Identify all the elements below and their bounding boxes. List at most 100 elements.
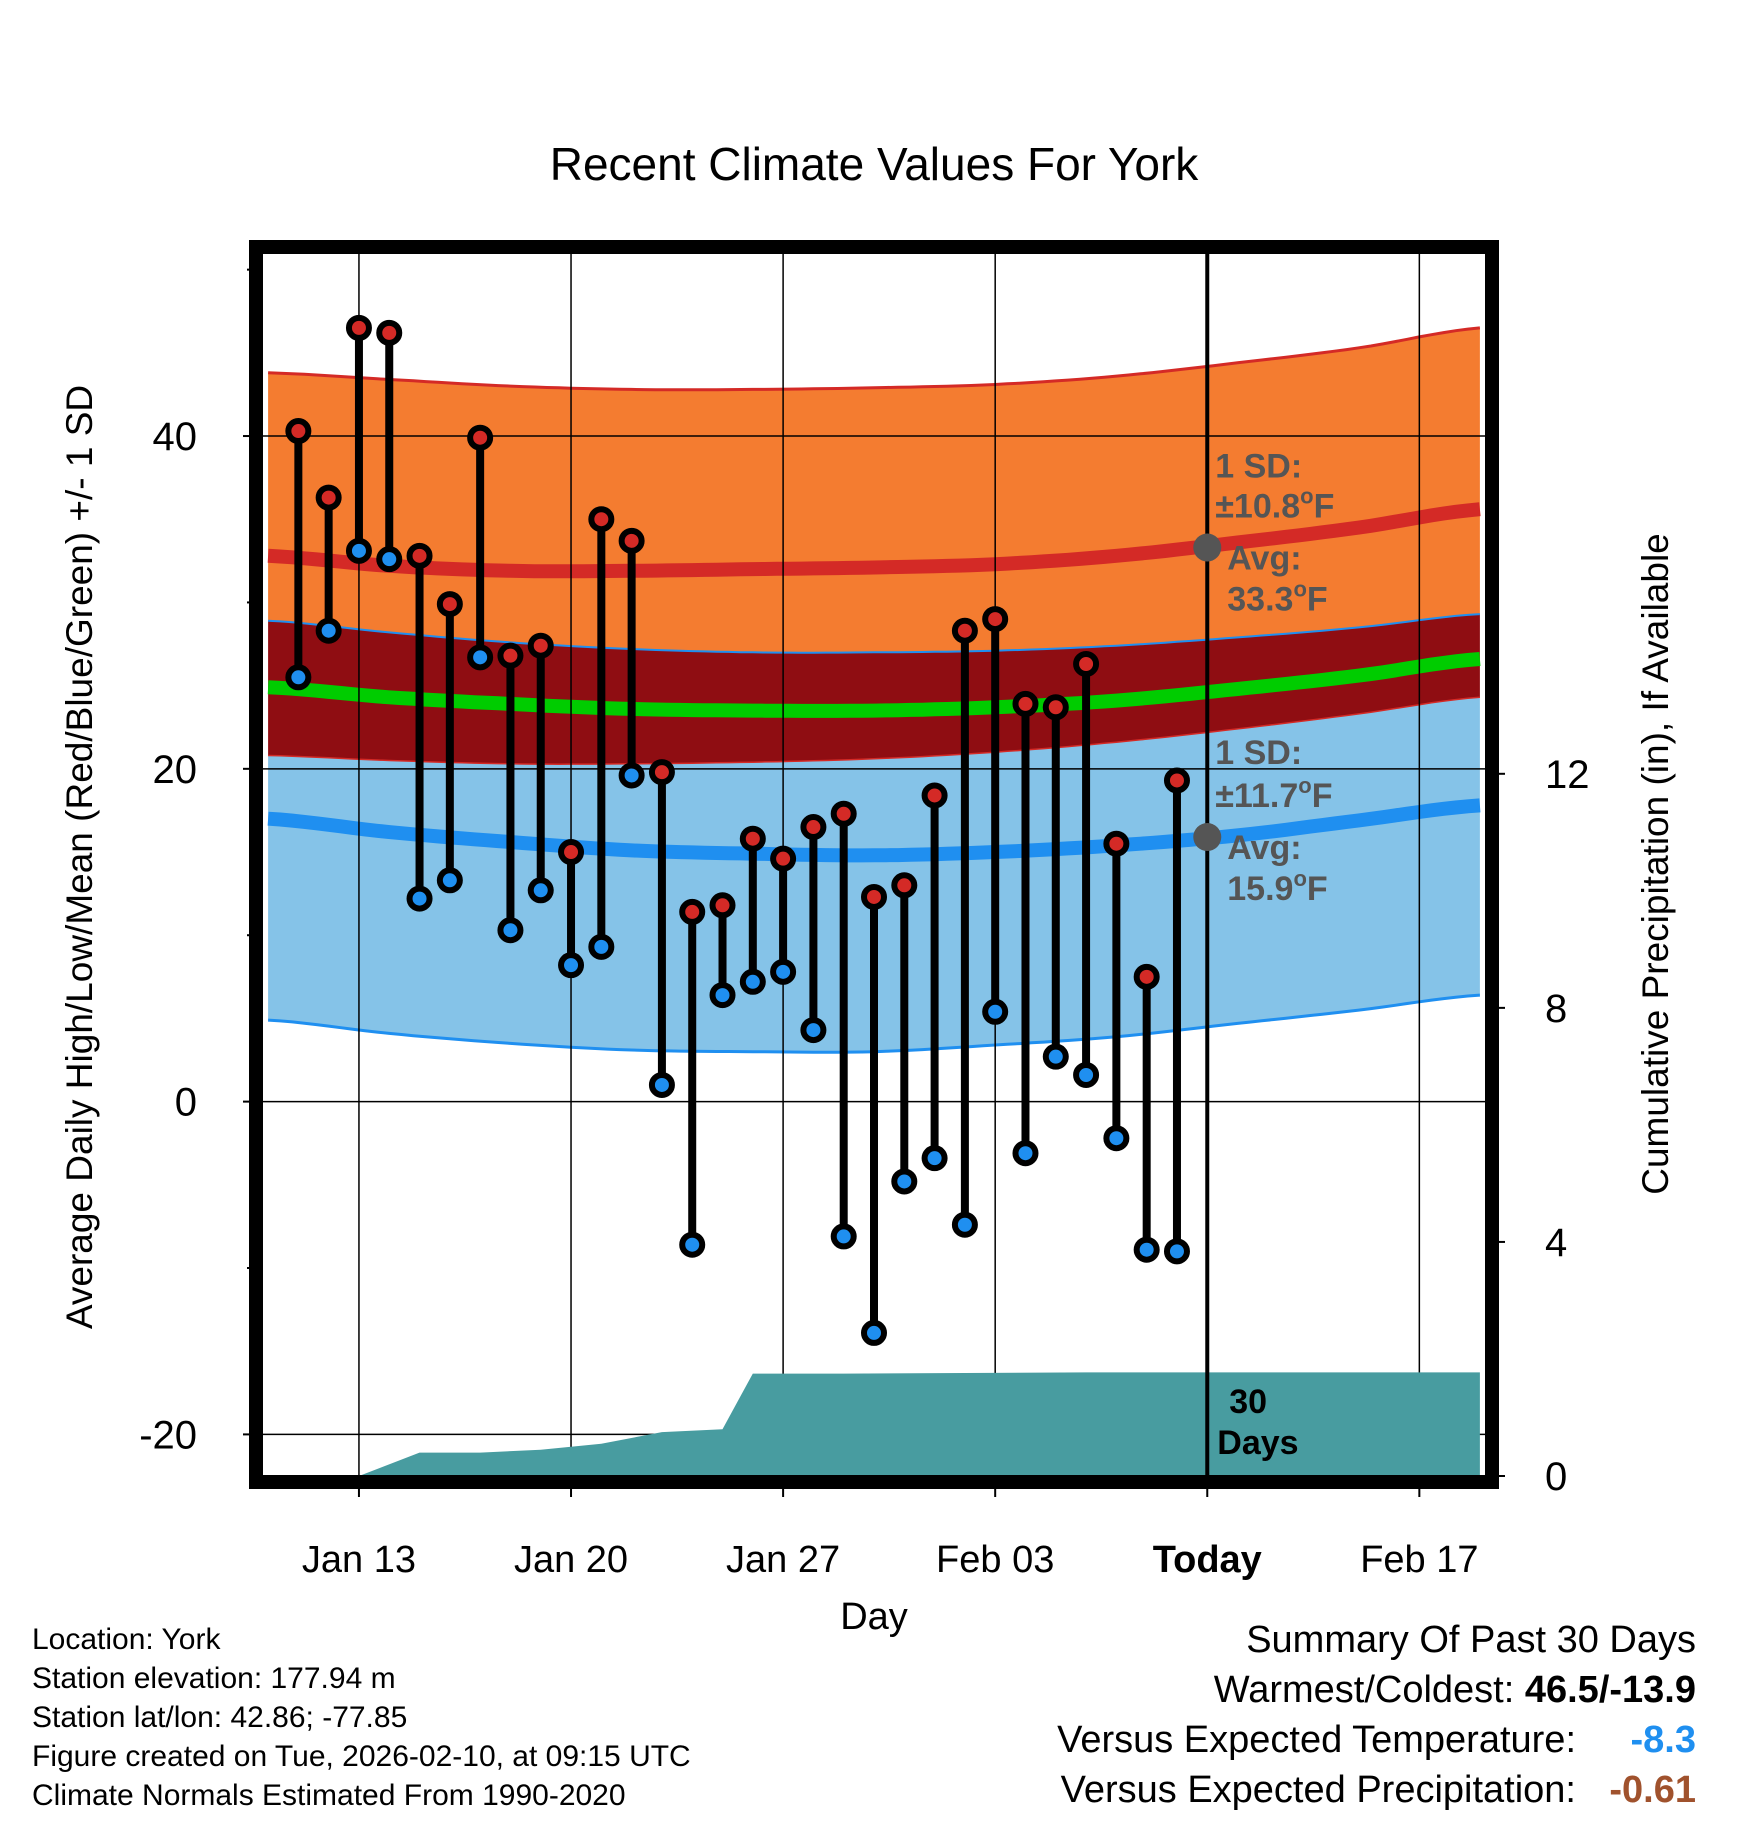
y-axis-label: Average Daily High/Low/Mean (Red/Blue/Gr… — [59, 385, 100, 1329]
location-text: Location: York — [32, 1623, 221, 1656]
mean-avg-line — [267, 652, 1481, 718]
created-text: Figure created on Tue, 2026-02-10, at 09… — [32, 1740, 691, 1773]
daily-high-dot — [618, 527, 645, 554]
daily-high-dot — [982, 606, 1009, 633]
low-avg-value: 15.9oF — [1227, 866, 1327, 908]
low-avg-marker — [1193, 823, 1222, 852]
daily-low-dot — [618, 762, 645, 789]
daily-high-dot — [1042, 694, 1069, 721]
daily-low-dot — [345, 537, 372, 564]
daily-low-dot — [376, 546, 403, 573]
temp-value: -8.3 — [1630, 1719, 1696, 1761]
y2-tick-label: 12 — [1545, 753, 1590, 797]
station-info: Location: York Station elevation: 177.94… — [32, 1620, 691, 1815]
precip-value: -0.61 — [1609, 1769, 1696, 1811]
x-tick-label: Feb 03 — [936, 1539, 1054, 1581]
daily-low-dot — [558, 952, 585, 979]
daily-high-dot — [830, 800, 857, 827]
daily-low-dot — [406, 885, 433, 912]
daily-low-dot — [1073, 1061, 1100, 1088]
x-tick-label: Jan 27 — [726, 1539, 840, 1581]
daily-high-dot — [951, 617, 978, 644]
daily-high-dot — [436, 591, 463, 618]
daily-low-dot — [709, 982, 736, 1009]
high-avg-value: 33.3oF — [1227, 577, 1327, 619]
plot-frame — [249, 240, 1499, 1489]
high-sd-value: ±10.8oF — [1215, 484, 1334, 526]
y-tick-label: 20 — [153, 748, 198, 792]
y-tick-label: -20 — [139, 1413, 197, 1457]
days-unit-label: Days — [1217, 1424, 1298, 1462]
plot-area — [262, 253, 1486, 1476]
daily-low-dot — [982, 998, 1009, 1025]
y2-tick-label: 0 — [1545, 1455, 1567, 1499]
latlon-text: Station lat/lon: 42.86; -77.85 — [32, 1701, 408, 1734]
summary-precip: Versus Expected Precipitation: -0.61 — [1057, 1765, 1696, 1815]
daily-low-dot — [921, 1145, 948, 1172]
daily-low-dot — [830, 1223, 857, 1250]
daily-high-dot — [709, 892, 736, 919]
daily-high-dot — [315, 484, 342, 511]
daily-low-dot — [739, 968, 766, 995]
warm-cold-label: Warmest/Coldest: — [1213, 1669, 1525, 1711]
daily-low-dot — [770, 958, 797, 985]
daily-high-dot — [800, 814, 827, 841]
y2-axis-label: Cumulative Precipitation (in), If Availa… — [1635, 533, 1676, 1195]
daily-high-dot — [588, 506, 615, 533]
low-avg-line — [267, 798, 1481, 863]
daily-high-dot — [861, 883, 887, 910]
daily-low-dot — [588, 933, 615, 960]
precip-area — [268, 1372, 1480, 1476]
daily-low-dot — [679, 1231, 706, 1258]
days-count-label: 30 — [1229, 1383, 1267, 1421]
daily-low-dot — [436, 867, 463, 894]
high-avg-line — [267, 502, 1481, 579]
high-sd-lower-line — [268, 613, 1480, 654]
daily-high-dot — [558, 839, 585, 866]
chart-title: Recent Climate Values For York — [550, 138, 1200, 190]
y-tick-label: 0 — [175, 1081, 197, 1125]
summary-panel: Summary Of Past 30 Days Warmest/Coldest:… — [1057, 1615, 1696, 1815]
low-sd-label: 1 SD: — [1215, 734, 1302, 772]
x-tick-label: Today — [1153, 1539, 1262, 1581]
low-sd-upper-line — [268, 696, 1480, 765]
high-avg-marker — [1193, 533, 1222, 562]
temp-label: Versus Expected Temperature: — [1057, 1719, 1576, 1761]
axes-frame: -20 0 20 40 0 4 8 12 Jan 13 Jan 20 Jan 27 Feb 03 Tod… — [139, 240, 1590, 1581]
elevation-text: Station elevation: 177.94 m — [32, 1662, 396, 1695]
warm-cold-value: 46.5/-13.9 — [1524, 1669, 1696, 1711]
summary-warm-cold: Warmest/Coldest: 46.5/-13.9 — [1057, 1665, 1696, 1715]
x-tick-label: Feb 17 — [1360, 1539, 1478, 1581]
daily-low-dot — [497, 917, 524, 944]
low-sd-value: ±11.7oF — [1215, 773, 1332, 815]
high-avg-label: Avg: — [1227, 540, 1301, 578]
daily-high-dot — [345, 314, 372, 341]
daily-low-dot — [1163, 1238, 1190, 1265]
daily-high-dot — [648, 759, 675, 786]
daily-low-dot — [861, 1319, 887, 1346]
daily-low-dot — [315, 617, 342, 644]
daily-high-dot — [1073, 650, 1100, 677]
high-sd-label: 1 SD: — [1215, 448, 1302, 486]
precip-label: Versus Expected Precipitation: — [1060, 1769, 1576, 1811]
y2-tick-label: 8 — [1545, 987, 1567, 1031]
daily-high-dot — [497, 642, 524, 669]
daily-high-dot — [1133, 963, 1160, 990]
daily-high-dot — [739, 825, 766, 852]
low-avg-label: Avg: — [1227, 829, 1301, 867]
daily-high-dot — [467, 424, 494, 451]
daily-high-dot — [921, 782, 948, 809]
daily-low-dot — [1042, 1043, 1069, 1070]
daily-low-dot — [648, 1071, 675, 1098]
x-tick-label: Jan 13 — [302, 1539, 416, 1581]
daily-low-dot — [285, 664, 312, 691]
daily-high-dot — [376, 319, 403, 346]
daily-low-dot — [1012, 1140, 1039, 1167]
x-tick-label: Jan 20 — [514, 1539, 628, 1581]
daily-low-dot — [1133, 1236, 1160, 1263]
x-axis-label: Day — [840, 1596, 908, 1638]
daily-high-dot — [285, 418, 312, 445]
summary-temp: Versus Expected Temperature: -8.3 — [1057, 1715, 1696, 1765]
y2-tick-label: 4 — [1545, 1221, 1567, 1265]
